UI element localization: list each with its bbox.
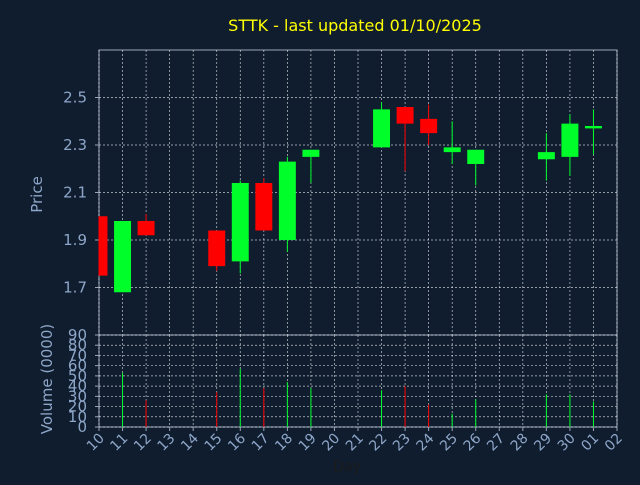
candle-body bbox=[561, 123, 579, 157]
volume-y-tick-label: 50 bbox=[68, 367, 87, 385]
chart-title: STTK - last updated 01/10/2025 bbox=[228, 16, 482, 35]
price-y-tick-label: 2.1 bbox=[63, 184, 87, 202]
volume-bars bbox=[122, 368, 594, 427]
candle bbox=[373, 102, 391, 148]
candle bbox=[137, 213, 155, 236]
candlesticks bbox=[98, 102, 602, 293]
candle bbox=[231, 180, 249, 274]
candle bbox=[561, 114, 579, 176]
volume-y-tick-label: 0 bbox=[77, 418, 87, 436]
x-axis-label: Day bbox=[333, 459, 361, 475]
candle-body bbox=[208, 230, 226, 267]
candle-body bbox=[99, 216, 108, 276]
candle-body bbox=[302, 149, 320, 157]
price-y-tick-label: 2.3 bbox=[63, 136, 87, 154]
candle-body bbox=[231, 183, 249, 262]
candle-body bbox=[255, 183, 273, 231]
candle-body bbox=[137, 221, 155, 236]
candle bbox=[443, 121, 461, 164]
volume-y-tick-label: 30 bbox=[68, 387, 87, 405]
price-y-ticks: 1.7 1.9 2.1 2.3 2.5 bbox=[63, 89, 99, 297]
candle-body bbox=[467, 149, 485, 164]
volume-y-tick-label: 80 bbox=[68, 336, 87, 354]
price-panel: 1.7 1.9 2.1 2.3 2.5 Price bbox=[28, 49, 618, 336]
volume-axis-label: Volume (0000) bbox=[38, 324, 56, 434]
candle bbox=[98, 216, 108, 276]
candle bbox=[584, 109, 602, 155]
price-y-tick-label: 1.7 bbox=[63, 279, 87, 297]
candle bbox=[537, 133, 555, 181]
volume-y-tick-label: 10 bbox=[68, 408, 87, 426]
candle bbox=[420, 104, 438, 145]
volume-y-tick-label: 90 bbox=[68, 326, 87, 344]
candle-body bbox=[114, 221, 132, 293]
candle-body bbox=[443, 147, 461, 153]
candle bbox=[208, 230, 226, 271]
candle bbox=[114, 221, 132, 293]
candle-body bbox=[584, 126, 602, 129]
price-y-tick-label: 2.5 bbox=[63, 89, 87, 107]
volume-y-tick-label: 70 bbox=[68, 346, 87, 364]
volume-y-tick-label: 60 bbox=[68, 357, 87, 375]
candle-body bbox=[537, 152, 555, 160]
price-y-tick-label: 1.9 bbox=[63, 231, 87, 249]
volume-y-tick-label: 20 bbox=[68, 398, 87, 416]
price-axis-label: Price bbox=[28, 176, 46, 213]
candle bbox=[278, 156, 296, 252]
candle-body bbox=[373, 109, 391, 148]
candle-body bbox=[278, 161, 296, 240]
candle-body bbox=[420, 118, 438, 134]
candle bbox=[255, 178, 273, 231]
candle-body bbox=[396, 107, 414, 124]
candle bbox=[302, 149, 320, 183]
volume-y-tick-label: 40 bbox=[68, 377, 87, 395]
candle bbox=[396, 107, 414, 172]
candle bbox=[467, 149, 485, 186]
